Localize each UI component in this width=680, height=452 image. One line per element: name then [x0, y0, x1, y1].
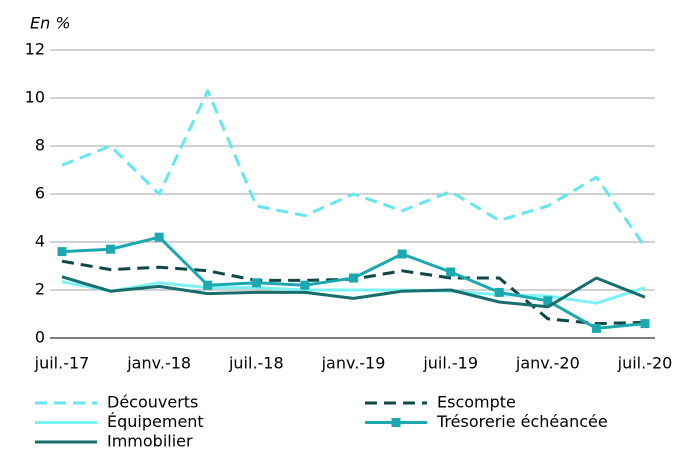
marker — [106, 244, 116, 254]
marker — [446, 267, 456, 277]
x-tick-label: janv.-20 — [515, 354, 580, 373]
legend-label: Escompte — [437, 393, 516, 412]
y-tick-label: 6 — [35, 184, 45, 203]
marker — [494, 287, 504, 297]
marker — [543, 296, 553, 306]
x-tick-label: juil.-17 — [34, 354, 90, 373]
marker — [591, 323, 601, 333]
x-tick-label: juil.-19 — [422, 354, 478, 373]
marker — [57, 247, 67, 257]
y-tick-label: 10 — [25, 88, 45, 107]
y-tick-label: 4 — [35, 232, 45, 251]
line — [61, 89, 647, 248]
marker — [349, 273, 358, 283]
line — [61, 259, 646, 326]
marker — [397, 249, 407, 259]
y-tick-label: 2 — [35, 280, 45, 299]
legend-label: Équipement — [107, 412, 204, 431]
legend-label: Découverts — [107, 393, 198, 412]
unit-label: En % — [30, 14, 71, 33]
marker — [154, 232, 164, 242]
legend-label: Trésorerie échéancée — [436, 412, 608, 431]
line — [61, 280, 646, 305]
line — [61, 235, 646, 330]
marker — [203, 280, 213, 290]
x-tick-label: juil.-20 — [617, 354, 673, 373]
y-tick-label: 12 — [25, 40, 45, 59]
legend-label: Immobilier — [107, 432, 193, 451]
x-tick-label: juil.-18 — [228, 354, 284, 373]
legend-marker — [391, 418, 401, 427]
marker — [300, 280, 310, 290]
x-tick-label: janv.-18 — [126, 354, 191, 373]
marker — [640, 319, 650, 329]
y-tick-label: 0 — [35, 328, 45, 347]
y-tick-label: 8 — [35, 136, 45, 155]
x-tick-label: janv.-19 — [321, 354, 386, 373]
line — [61, 275, 646, 309]
marker — [251, 278, 261, 288]
